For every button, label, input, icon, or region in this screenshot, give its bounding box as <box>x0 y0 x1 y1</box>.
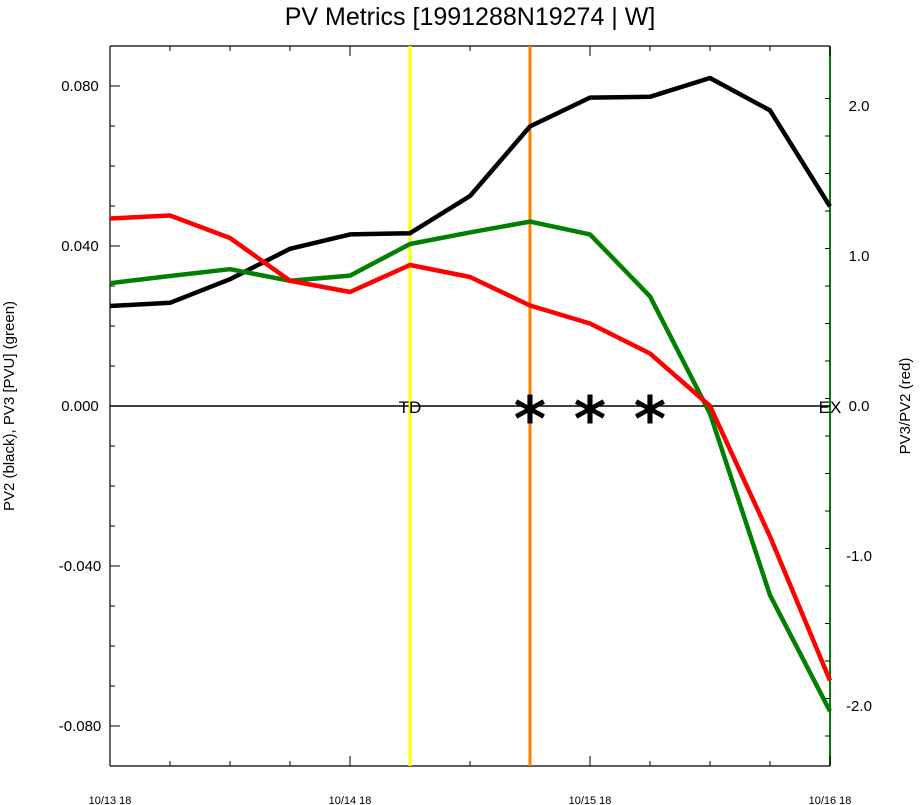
annotation-ex: EX <box>819 398 842 417</box>
y-left-tick-label: 0.040 <box>61 238 99 255</box>
pv3-series-line <box>109 219 832 713</box>
y-right-tick-label: -1.0 <box>846 548 872 565</box>
x-tick-label: 10/13 18 <box>89 795 132 805</box>
y-axis-label-right: PV3/PV2 (red) <box>897 358 914 455</box>
y-right-tick-label: 1.0 <box>849 248 870 265</box>
y-right-tick-label: 0.0 <box>849 398 870 415</box>
y-right-tick-label: 2.0 <box>849 98 870 115</box>
plot-area: 0.080 0.040 0.000 -0.040 -0.080 2.0 1.0 0.0 -1.0… <box>59 45 872 805</box>
star-marker: * <box>634 383 666 456</box>
y-right-tick-label: -2.0 <box>846 698 872 715</box>
annotation-td: TD <box>399 398 422 417</box>
y-left-tick-label: 0.080 <box>61 78 99 95</box>
star-marker: * <box>574 383 606 456</box>
y-left-tick-label: 0.000 <box>61 398 99 415</box>
y-axis-label-left: PV2 (black), PV3 [PVU] (green) <box>1 301 18 511</box>
x-tick-label: 10/16 18 <box>809 795 852 805</box>
y-left-tick-label: -0.040 <box>59 558 102 575</box>
y-left-tick-label: -0.080 <box>59 718 102 735</box>
star-marker: * <box>514 383 546 456</box>
chart-title: PV Metrics [1991288N19274 | W] <box>285 3 656 31</box>
x-tick-label: 10/14 18 <box>329 795 372 805</box>
x-tick-label: 10/15 18 <box>569 795 612 805</box>
